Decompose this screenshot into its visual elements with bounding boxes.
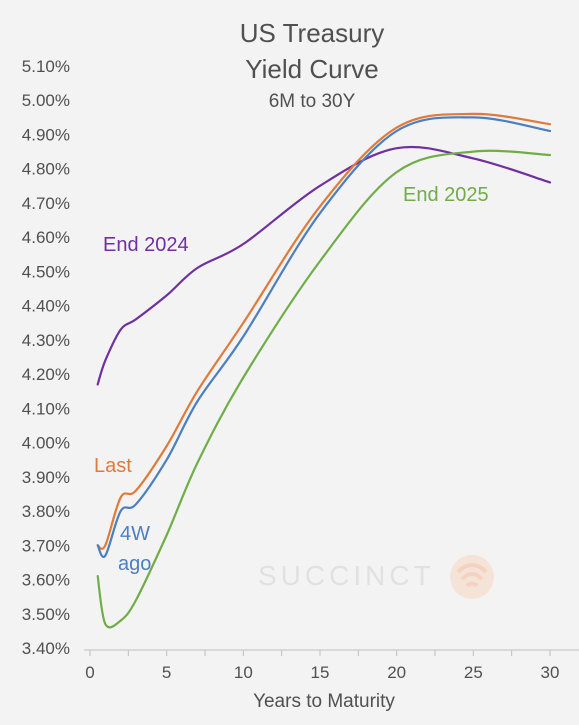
watermark: SUCCINCT [258,555,494,599]
x-tick-label: 5 [162,663,171,682]
y-tick-label: 4.20% [22,365,70,384]
y-tick-label: 4.40% [22,297,70,316]
y-tick-label: 5.10% [22,57,70,76]
annotation-4w-ago: 4W [120,523,150,545]
y-tick-label: 4.70% [22,194,70,213]
series-line-last [96,112,552,550]
series-lines [96,112,552,629]
x-tick-label: 30 [541,663,560,682]
chart-title-line-1: US Treasury [240,18,385,48]
y-tick-label: 4.30% [22,331,70,350]
y-tick-label: 4.50% [22,262,70,281]
x-tick-label: 25 [464,663,483,682]
annotation-end-2024: End 2024 [103,234,189,256]
x-axis: 0 5 10 15 20 25 30 [84,649,579,682]
chart-subtitle: 6M to 30Y [269,91,356,112]
x-tick-label: 0 [85,663,94,682]
y-tick-label: 5.00% [22,91,70,110]
series-line-4w-ago [96,116,552,558]
x-tick-label: 15 [311,663,330,682]
y-axis-tick-labels: 3.40% 3.50% 3.60% 3.70% 3.80% 3.90% 4.00% 4.10%… [22,57,70,658]
y-tick-label: 3.70% [22,536,70,555]
annotation-4w-ago: ago [118,553,151,575]
y-tick-label: 3.40% [22,639,70,658]
watermark-text: SUCCINCT [258,560,435,591]
annotation-end-2025: End 2025 [403,184,489,206]
series-line-end-2024 [96,145,552,386]
y-tick-label: 4.10% [22,399,70,418]
y-tick-label: 4.80% [22,160,70,179]
y-tick-label: 4.60% [22,228,70,247]
y-tick-label: 3.90% [22,468,70,487]
x-tick-label: 20 [387,663,406,682]
y-tick-label: 3.60% [22,571,70,590]
chart-title-line-2: Yield Curve [245,54,378,84]
watermark-logo-icon [450,555,494,599]
x-axis-label: Years to Maturity [253,691,395,712]
series-annotations: End 2024 Last 4W ago End 2025 [94,184,489,575]
y-tick-label: 3.50% [22,605,70,624]
y-tick-label: 4.90% [22,125,70,144]
series-line-end-2025 [96,149,552,629]
y-tick-label: 4.00% [22,434,70,453]
y-tick-label: 3.80% [22,502,70,521]
annotation-last: Last [94,455,132,477]
x-tick-label: 10 [234,663,253,682]
